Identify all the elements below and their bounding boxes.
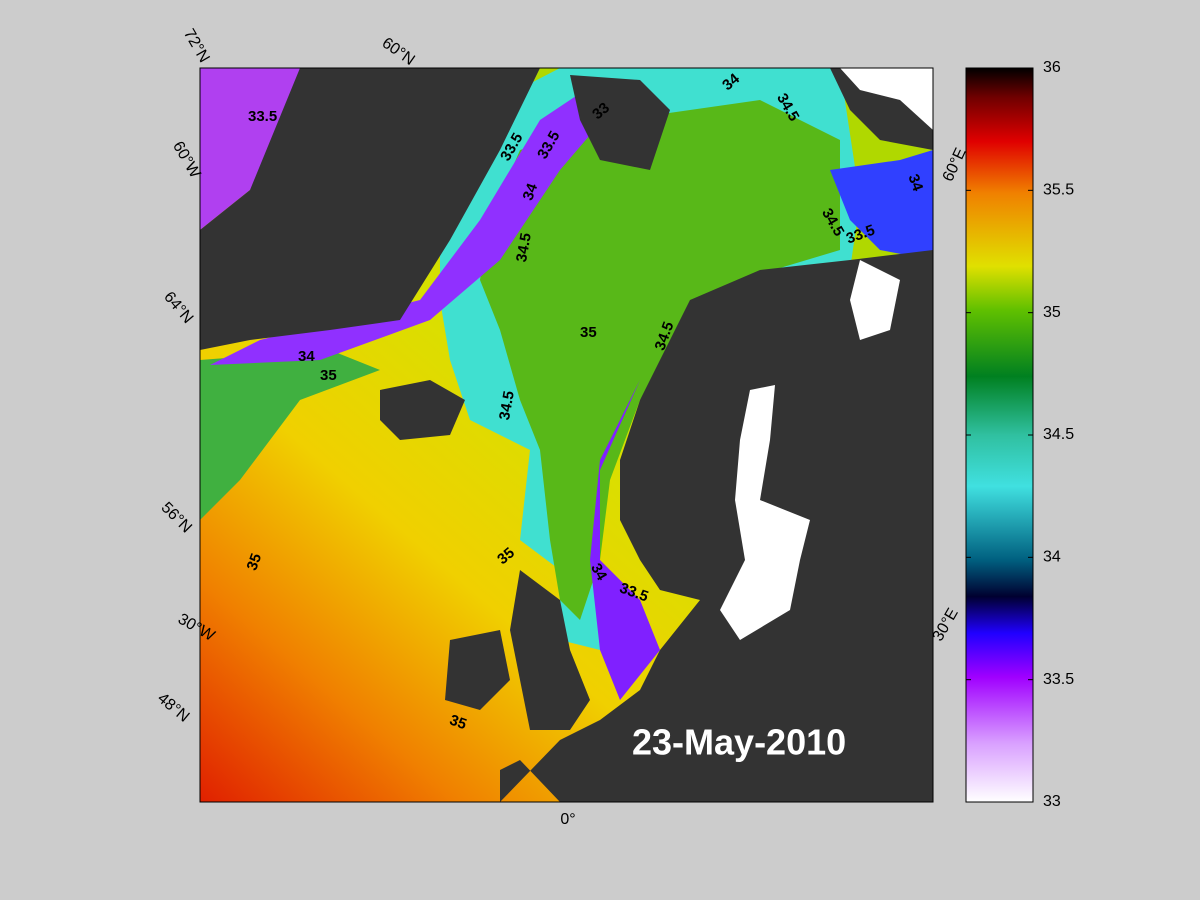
contour-label: 34.5 — [513, 232, 535, 264]
contour-label: 34 — [587, 560, 610, 584]
map-frame — [199, 67, 934, 803]
colorbar-tick-label: 35 — [1043, 304, 1061, 321]
colorbar-tick-label: 33 — [1043, 793, 1061, 810]
graticule-label: 60°W — [169, 139, 204, 182]
graticule-label: 64°N — [160, 289, 196, 327]
contour-label: 35 — [320, 367, 337, 384]
contour-label: 34 — [298, 348, 315, 365]
colorbar-tick-label: 33.5 — [1043, 671, 1074, 688]
contour-label: 35 — [447, 712, 468, 734]
colorbar-tick-label: 34.5 — [1043, 426, 1074, 443]
graticule-label: 0° — [560, 811, 575, 828]
map — [200, 68, 933, 802]
graticule-label: 72°N — [180, 26, 213, 65]
colorbar-tick-label: 35.5 — [1043, 182, 1074, 199]
date-label: 23-May-2010 — [632, 722, 846, 763]
colorbar-tick-label: 36 — [1043, 59, 1061, 76]
graticule-label: 48°N — [154, 690, 192, 726]
contour-label: 34 — [520, 181, 542, 203]
graticule-label: 56°N — [158, 499, 195, 536]
graticule-label: 30°E — [930, 606, 962, 645]
contour-label: 35 — [244, 551, 266, 572]
contour-label: 34.5 — [496, 390, 518, 422]
graticule-label: 60°E — [940, 145, 970, 184]
colorbar-tick-label: 34 — [1043, 549, 1061, 566]
graticule-label: 60°N — [379, 35, 418, 69]
contour-label: 34 — [905, 172, 927, 194]
colorbar — [965, 67, 1034, 803]
contour-label: 35 — [580, 324, 597, 341]
contour-label: 33.5 — [248, 108, 277, 125]
